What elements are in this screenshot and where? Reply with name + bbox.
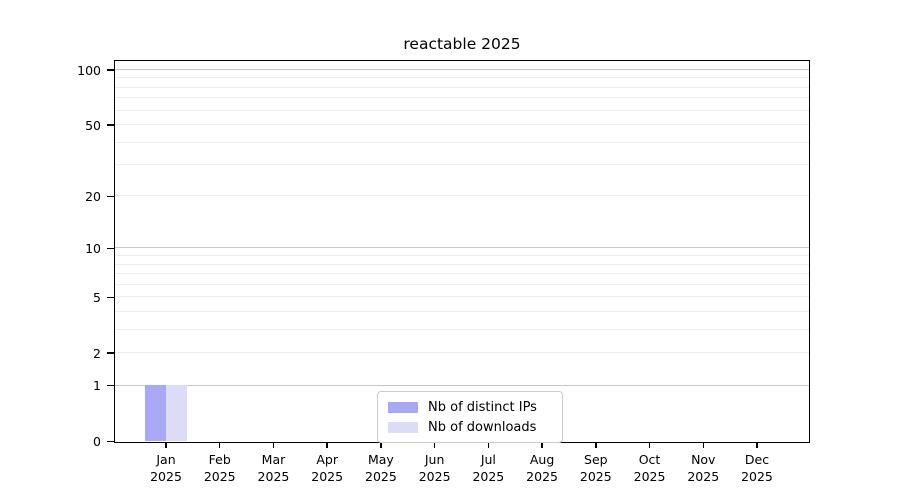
gridline (115, 283, 809, 285)
bar-downloads (165, 385, 187, 441)
month-name: Jul (480, 452, 496, 467)
gridline (115, 296, 809, 298)
x-tick-label: Mar 2025 (238, 451, 308, 485)
y-tick-mark (106, 352, 114, 354)
y-tick-label: 2 (93, 345, 101, 361)
y-tick-mark (106, 440, 114, 443)
month-name: Feb (208, 452, 231, 467)
y-tick-mark (106, 384, 114, 387)
x-tick-label: Jan 2025 (131, 451, 201, 485)
month-year: 2025 (365, 469, 397, 484)
month-year: 2025 (687, 469, 720, 484)
gridline (115, 328, 809, 330)
x-tick-mark (487, 443, 490, 448)
month-year: 2025 (203, 469, 236, 484)
x-tick-label: May 2025 (346, 451, 416, 485)
x-tick-mark (272, 443, 275, 448)
month-name: Nov (691, 452, 716, 467)
legend-row: Nb of distinct IPs (378, 397, 562, 417)
x-tick-label: Nov 2025 (668, 451, 738, 485)
month-year: 2025 (311, 469, 344, 484)
month-name: Jan (156, 452, 176, 467)
gridline (115, 273, 809, 275)
x-tick-mark (165, 443, 167, 448)
plot-area: Nb of distinct IPs Nb of downloads (114, 60, 810, 443)
y-tick-label: 50 (85, 117, 101, 133)
legend: Nb of distinct IPs Nb of downloads (377, 391, 563, 443)
month-name: Apr (316, 452, 338, 467)
y-tick-label: 5 (93, 289, 101, 305)
legend-row: Nb of downloads (378, 417, 562, 437)
gridline (115, 195, 809, 197)
gridline (115, 255, 809, 257)
chart-title: reactable 2025 (403, 35, 521, 53)
y-tick-mark (106, 124, 114, 126)
month-year: 2025 (526, 469, 558, 484)
bar-distinct-ips (144, 385, 166, 441)
gridline (115, 384, 809, 386)
x-tick-mark (648, 443, 651, 448)
x-tick-mark (702, 443, 705, 448)
x-axis: Jan 2025 Feb 2025 Mar 2025 Apr 2025 May 2025 Jun 20… (116, 443, 809, 493)
gridline (115, 310, 809, 312)
y-axis: 0 1 2 5 10 20 50 100 (0, 62, 114, 449)
month-year: 2025 (579, 469, 612, 484)
month-name: Dec (744, 452, 770, 467)
x-tick-mark (756, 443, 758, 448)
legend-label: Nb of distinct IPs (428, 399, 537, 415)
gridline (115, 263, 809, 265)
x-tick-label: Apr 2025 (292, 451, 362, 485)
gridline (115, 164, 809, 166)
y-tick-mark (106, 296, 114, 299)
x-tick-mark (218, 443, 221, 448)
y-tick-mark (106, 69, 114, 71)
month-name: Oct (638, 452, 661, 467)
x-tick-label: Oct 2025 (615, 451, 685, 485)
x-tick-label: Feb 2025 (185, 451, 255, 485)
month-year: 2025 (472, 469, 505, 484)
x-tick-label: Jun 2025 (400, 451, 470, 485)
month-year: 2025 (418, 469, 451, 484)
gridline (115, 97, 809, 99)
y-tick-mark (106, 195, 114, 198)
gridline (115, 77, 809, 79)
month-name: Sep (584, 452, 608, 467)
month-year: 2025 (633, 469, 666, 484)
gridline (115, 86, 809, 88)
gridline (115, 124, 809, 125)
x-tick-label: Dec 2025 (722, 451, 792, 485)
y-tick-label: 1 (93, 378, 101, 394)
y-tick-label: 10 (85, 240, 101, 256)
x-tick-mark (380, 443, 382, 448)
legend-label: Nb of downloads (428, 419, 537, 435)
y-tick-mark (106, 247, 114, 250)
gridline (115, 247, 809, 249)
x-tick-mark (541, 443, 543, 448)
x-tick-mark (326, 443, 328, 448)
x-tick-label: Jul 2025 (453, 451, 523, 485)
month-name: Mar (261, 452, 286, 467)
legend-swatch (388, 401, 418, 413)
month-year: 2025 (741, 469, 773, 484)
gridline (115, 109, 809, 111)
y-tick-label: 20 (85, 188, 101, 204)
y-tick-label: 100 (77, 62, 101, 78)
legend-swatch (388, 421, 418, 433)
month-year: 2025 (150, 469, 182, 484)
month-name: Aug (529, 452, 555, 467)
x-tick-label: Sep 2025 (561, 451, 631, 485)
gridline (115, 352, 809, 354)
month-year: 2025 (257, 469, 290, 484)
x-tick-label: Aug 2025 (507, 451, 577, 485)
month-name: May (367, 452, 394, 467)
gridline (115, 69, 809, 70)
month-name: Jun (424, 452, 445, 467)
x-tick-mark (595, 443, 597, 448)
gridline (115, 141, 809, 143)
y-tick-label: 0 (93, 434, 101, 449)
x-tick-mark (433, 443, 436, 448)
